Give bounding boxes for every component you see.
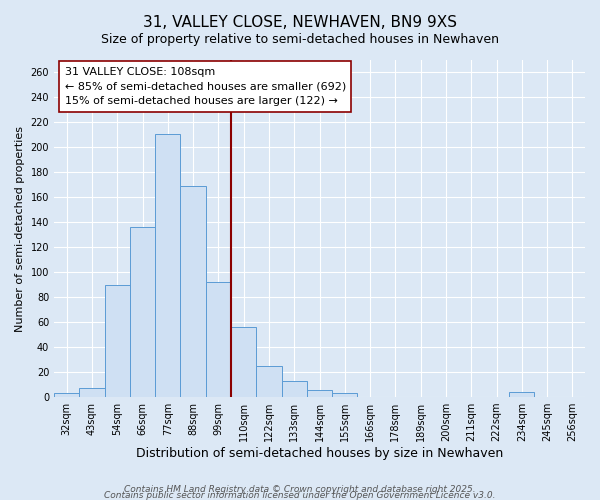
Bar	[155, 134, 181, 397]
Text: 31 VALLEY CLOSE: 108sqm
← 85% of semi-detached houses are smaller (692)
15% of s: 31 VALLEY CLOSE: 108sqm ← 85% of semi-de…	[65, 66, 346, 106]
Bar	[281, 381, 307, 397]
Text: Contains public sector information licensed under the Open Government Licence v3: Contains public sector information licen…	[104, 490, 496, 500]
Y-axis label: Number of semi-detached properties: Number of semi-detached properties	[15, 126, 25, 332]
Bar	[181, 186, 206, 397]
Bar	[130, 228, 155, 397]
Bar	[332, 394, 358, 397]
X-axis label: Distribution of semi-detached houses by size in Newhaven: Distribution of semi-detached houses by …	[136, 447, 503, 460]
Bar	[256, 366, 281, 397]
Text: Contains HM Land Registry data © Crown copyright and database right 2025.: Contains HM Land Registry data © Crown c…	[124, 485, 476, 494]
Text: 31, VALLEY CLOSE, NEWHAVEN, BN9 9XS: 31, VALLEY CLOSE, NEWHAVEN, BN9 9XS	[143, 15, 457, 30]
Bar	[79, 388, 104, 397]
Bar	[307, 390, 332, 397]
Bar	[231, 327, 256, 397]
Bar	[206, 282, 231, 397]
Bar	[54, 394, 79, 397]
Bar	[104, 284, 130, 397]
Text: Size of property relative to semi-detached houses in Newhaven: Size of property relative to semi-detach…	[101, 32, 499, 46]
Bar	[509, 392, 535, 397]
